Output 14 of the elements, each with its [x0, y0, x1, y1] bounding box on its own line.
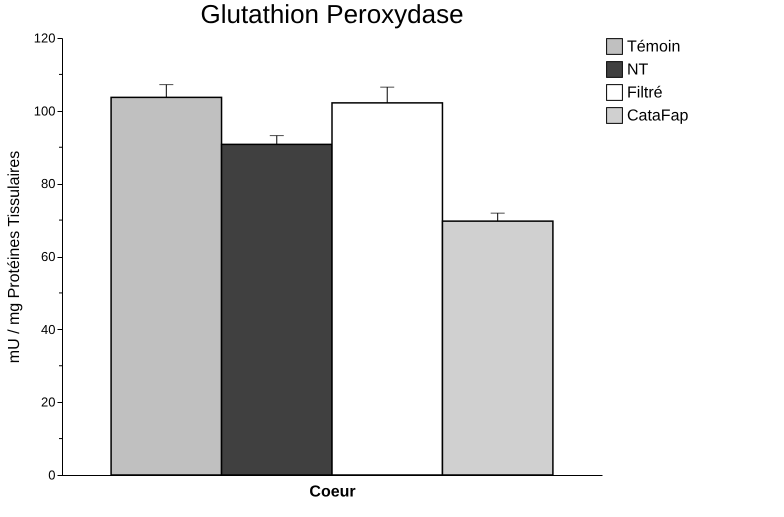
chart-title: Glutathion Peroxydase [200, 0, 464, 29]
legend-label: NT [627, 62, 649, 78]
y-tick-label: 80 [41, 176, 56, 192]
legend-label: Filtré [627, 84, 663, 102]
y-tick-label: 40 [41, 322, 56, 337]
y-tick-label: 20 [41, 394, 56, 410]
y-axis-title: mU / mg Protéines Tissulaires [6, 150, 23, 364]
y-tick-label: 60 [41, 249, 56, 264]
legend-label: Témoin [627, 38, 680, 56]
y-tick-label: 100 [34, 103, 56, 118]
legend-label: CataFap [627, 108, 688, 124]
y-tick-label: 0 [48, 468, 56, 482]
y-tick-label: 120 [34, 30, 56, 46]
x-axis-title: Coeur [309, 484, 356, 500]
